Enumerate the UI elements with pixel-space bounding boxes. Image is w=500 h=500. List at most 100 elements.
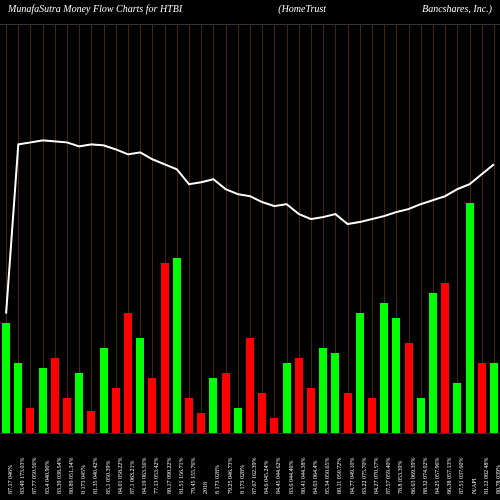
grid-line [262,25,263,433]
volume-bar [63,398,71,433]
grid-line [457,25,458,433]
volume-bar [478,363,486,433]
volume-bar [112,388,120,433]
volume-bar [283,363,291,433]
grid-line [30,25,31,433]
x-axis-label: 81.51 156.71% [179,458,185,495]
volume-bar [26,408,34,433]
volume-bar [39,368,47,433]
grid-line [116,25,117,433]
x-axis-label: 85.34 050.65% [325,458,331,495]
x-axis-label: 83.6 044.46% [289,461,295,495]
volume-bar [417,398,425,433]
grid-line [79,25,80,433]
x-axis-label: 79.25 046.73% [228,458,234,495]
volume-bar [270,418,278,433]
header-left: MunafaSutra Money Flow Charts for HTBI [8,4,182,20]
header-right: Bancshares, Inc.) [422,4,492,20]
grid-line [274,25,275,433]
volume-bar [356,313,364,433]
x-axis-label: 83.39 038.54% [57,458,63,495]
volume-bar [380,303,388,433]
volume-bar [466,203,474,433]
grid-line [372,25,373,433]
volume-bar [441,283,449,433]
volume-bar [490,363,498,433]
x-axis-label: 87.51 037.60% [459,458,465,495]
grid-line [67,25,68,433]
header-center: (HomeTrust [278,4,326,20]
grid-line [213,25,214,433]
x-axis-label: 80.41 044.38% [301,458,307,495]
grid-line [238,25,239,433]
x-axis-label: 87.1 063.21% [130,461,136,495]
x-axis-label: 8 173 028% [240,465,246,494]
volume-bar [319,348,327,433]
volume-bar [197,413,205,433]
volume-bar [258,393,266,433]
grid-line [311,25,312,433]
x-axis-label: 83.49 173.03% [20,458,26,495]
x-axis-labels: 87.17 046% 83.49 173.03% 87.77 050.56% 83.4… [0,434,500,500]
volume-bar [222,373,230,433]
volume-bar [87,411,95,433]
x-axis-label: 87.57 059.40% [386,458,392,495]
x-axis-label: N/API [472,478,478,494]
x-axis-label: 83.4 040.90% [45,461,51,495]
x-axis-label: 84.01 058.22% [118,458,124,495]
grid-line [226,25,227,433]
grid-line [152,25,153,433]
x-axis-label: 81.12 082 48% [484,458,490,495]
volume-bar [344,393,352,433]
volume-bar [185,398,193,433]
volume-bar [51,358,59,433]
grid-line [189,25,190,433]
volume-bar [2,323,10,433]
volume-bar [295,358,303,433]
x-axis-label: 87.77 050.56% [32,458,38,495]
x-axis-label: 80.78 039% [496,465,500,494]
volume-bar [429,293,437,433]
x-axis-label: 81.35 040.42% [93,458,99,495]
x-axis-label: 84.19 063.56% [142,458,148,495]
volume-bar [405,343,413,433]
x-axis-label: 84.6 045.24% [264,461,270,495]
x-axis-label: 87.67 162.39% [252,458,258,495]
x-axis-label: 80.89 051.34% [69,458,75,495]
x-axis-label: 80.11 050.72% [337,458,343,494]
volume-bar [246,338,254,433]
volume-bar [453,383,461,433]
volume-bar [307,388,315,433]
x-axis-label: 78.8 053.39% [398,461,404,495]
grid-line [91,25,92,433]
x-axis-label: 79.45 155.76% [191,458,197,495]
volume-bar [161,263,169,433]
x-axis-label: 86.38 057.13% [447,458,453,495]
volume-bar [392,318,400,433]
volume-bar [124,313,132,433]
x-axis-label: 8 173 045% [81,465,87,494]
x-axis-label: 87.17 046% [8,465,14,494]
volume-bar [136,338,144,433]
x-axis-label: 80.17 090.22% [167,458,173,495]
x-axis-label: 83.22 075.70% [362,458,368,495]
volume-bar [368,398,376,433]
x-axis-label: 84.03 064.4% [313,461,319,495]
volume-bar [173,258,181,433]
x-axis-label: 84.77 049.10% [350,458,356,495]
volume-bar [14,363,22,433]
x-axis-label: 2018 [203,482,209,494]
x-axis-label: 88.32 074.02% [423,458,429,495]
x-axis-label: 85.1 050.39% [106,461,112,495]
x-axis-label: 8 173 028% [215,465,221,494]
grid-line [201,25,202,433]
chart-header: MunafaSutra Money Flow Charts for HTBI (… [0,0,500,24]
volume-bar [100,348,108,433]
volume-bar [234,408,242,433]
volume-bar [148,378,156,433]
x-axis-label: 86.63 069.39% [411,458,417,495]
x-axis-label: 84.45 044.62% [276,458,282,495]
x-axis-label: 77.13 053.42% [154,458,160,495]
grid-line [348,25,349,433]
volume-bar [209,378,217,433]
